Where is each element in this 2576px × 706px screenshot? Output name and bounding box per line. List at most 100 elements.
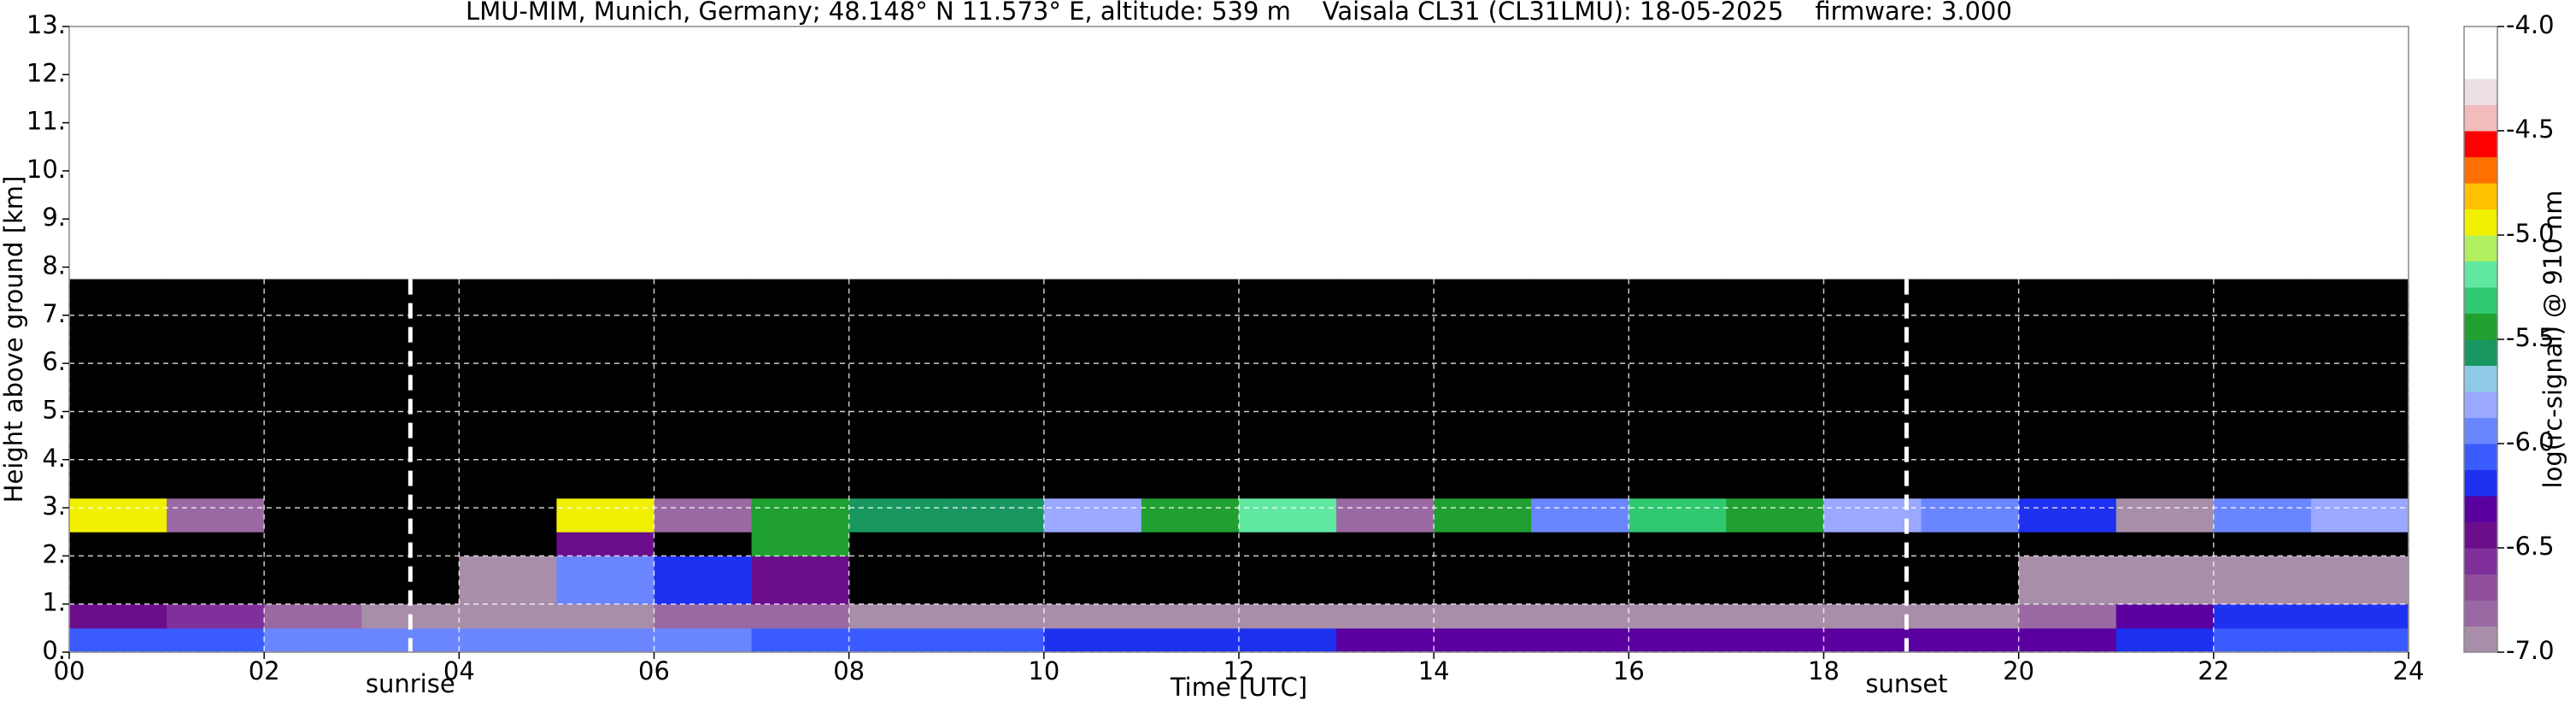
heatmap-cell [2115,627,2215,653]
heatmap-cell [264,279,362,412]
heatmap-cell [1726,603,1824,629]
y-tick-label: 9. [42,203,66,232]
heatmap-cell [1628,603,1727,629]
heatmap-cell [167,411,265,499]
heatmap-cell [459,497,557,532]
colorbar-swatch [2464,183,2497,209]
heatmap-cell [1239,603,1337,629]
heatmap-cell [1726,532,1824,556]
heatmap-cell [2115,556,2215,605]
colorbar-swatch [2464,548,2497,574]
heatmap-cell [1141,556,1240,605]
heatmap-cell [167,603,265,629]
heatmap-cell [751,627,850,653]
x-tick-label: 14 [1418,656,1450,685]
heatmap-cell [946,556,1045,605]
heatmap-cell [946,279,1045,412]
heatmap-cell [751,497,850,532]
colorbar-tick-label: -4.0 [2506,10,2555,39]
heatmap-cell [264,603,362,629]
heatmap-cell [2310,411,2409,499]
heatmap-cell [1823,279,1922,412]
heatmap-cell [2213,279,2312,412]
heatmap-cell [1726,556,1824,605]
heatmap-cell [1531,411,1629,499]
heatmap-cell [1628,627,1727,653]
x-tick-label: 20 [2003,656,2034,685]
heatmap-cell [459,603,557,629]
y-tick-label: 3. [42,491,66,521]
event-label: sunrise [366,669,455,698]
heatmap-cell [69,279,167,412]
heatmap-cell [556,532,654,556]
heatmap-cell [1628,497,1727,532]
heatmap-cell [2213,627,2312,653]
colorbar-tick-label: -5.0 [2506,219,2555,248]
heatmap-cell [2018,411,2117,499]
heatmap-cell [69,532,167,556]
heatmap-cell [2018,497,2117,532]
colorbar-swatch [2464,521,2497,549]
heatmap-cell [1434,627,1532,653]
heatmap-cell [556,497,654,532]
heatmap-cell [1921,497,2020,532]
colorbar-swatch [2464,313,2497,340]
heatmap-cell [2310,627,2409,653]
colorbar-swatch [2464,574,2497,601]
y-tick-label: 6. [42,347,66,376]
y-tick-label: 10. [26,155,66,184]
colorbar-swatch [2464,79,2497,105]
heatmap-cell [1336,497,1435,532]
x-tick-label: 24 [2393,656,2425,685]
heatmap-cell [2310,497,2409,532]
x-tick-label: 08 [833,656,865,685]
heatmap-cell [556,279,654,412]
heatmap-cell [1531,279,1629,412]
colorbar-swatch [2464,131,2497,157]
heatmap-cell [167,497,265,532]
heatmap-cell [1239,556,1337,605]
heatmap-cell [654,556,753,605]
x-tick-label: 04 [443,656,475,685]
colorbar-swatch [2464,365,2497,392]
heatmap-cell [1336,603,1435,629]
colorbar-swatch [2464,417,2497,444]
heatmap-cell [848,279,948,412]
heatmap-cell [167,279,265,412]
colorbar-swatch [2464,496,2497,522]
heatmap-cell [264,627,362,653]
heatmap-cell [1239,279,1337,412]
heatmap-cell [2310,532,2409,556]
heatmap-cell [1141,627,1240,653]
y-tick-label: 11. [26,107,66,136]
heatmap-cell [1726,627,1824,653]
colorbar-tick-label: -4.5 [2506,115,2555,144]
heatmap-cell [1434,532,1532,556]
heatmap-cell [2115,532,2215,556]
heatmap-cell [654,411,753,499]
x-tick-label: 10 [1028,656,1059,685]
y-axis-label: Height above ground [km] [0,176,28,503]
heatmap-cell [2213,532,2312,556]
heatmap-cell [1336,411,1435,499]
heatmap-cell [1531,603,1629,629]
y-tick-label: 12. [26,58,66,87]
heatmap-cell [1239,411,1337,499]
heatmap-cell [1726,411,1824,499]
heatmap-cell [1043,627,1142,653]
heatmap-cell [1628,279,1727,412]
colorbar-swatch [2464,156,2497,184]
y-tick-label: 1. [42,588,66,617]
heatmap-cell [1043,279,1142,412]
heatmap-cell [167,627,265,653]
heatmap-cell [1336,627,1435,653]
heatmap-cell [1043,497,1142,532]
heatmap-cell [1141,497,1240,532]
colorbar-swatch [2464,261,2497,288]
heatmap-cell [2115,279,2215,412]
heatmap-cell [1239,532,1337,556]
heatmap-cell [654,627,753,653]
heatmap-cell [2018,556,2117,605]
heatmap-cell [459,556,557,605]
